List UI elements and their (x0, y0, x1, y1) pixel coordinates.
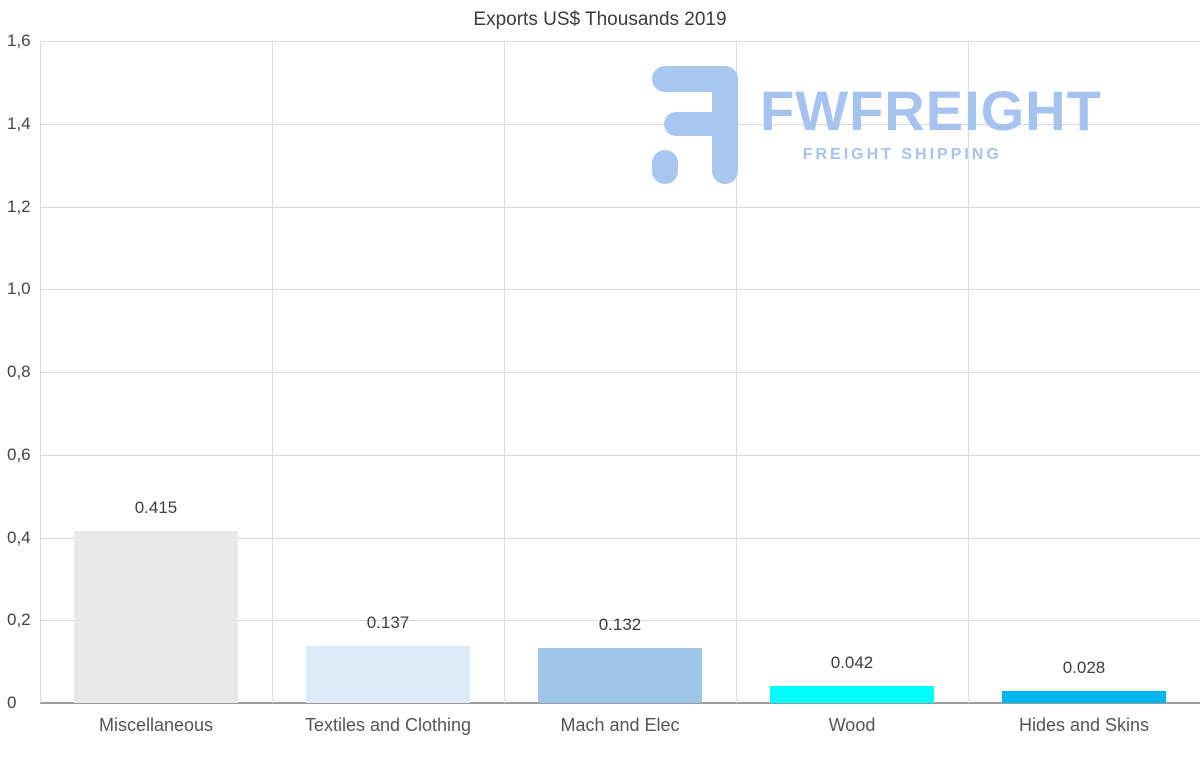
watermark-tagline: FREIGHT SHIPPING (802, 146, 1002, 163)
bar-mach-and-elec (538, 648, 702, 703)
gridline-vertical (504, 41, 505, 703)
watermark-text: FWFREIGHT FREIGHT SHIPPING (760, 66, 1102, 164)
gridline-vertical (968, 41, 969, 703)
bar-value-label: 0.028 (1062, 658, 1106, 678)
y-axis-tick-label: 0,2 (7, 610, 31, 630)
bar-value-label: 0.132 (598, 615, 642, 635)
watermark: FWFREIGHT FREIGHT SHIPPING (648, 66, 1102, 184)
gridline-vertical (272, 41, 273, 703)
y-axis-tick-label: 1,4 (7, 113, 31, 133)
chart-title: Exports US$ Thousands 2019 (473, 9, 727, 30)
y-axis-tick-label: 0,6 (7, 444, 31, 464)
x-axis-line (40, 702, 1200, 704)
bar-miscellaneous (74, 531, 238, 703)
gridline-horizontal (40, 289, 1200, 291)
bar-value-label: 0.137 (366, 613, 410, 633)
gridline-horizontal (40, 620, 1200, 622)
x-axis-label: Mach and Elec (560, 715, 680, 735)
gridline-horizontal (40, 123, 1200, 125)
bar-value-label: 0.042 (830, 652, 874, 672)
y-axis-tick-label: 1,2 (7, 196, 31, 216)
gridline-horizontal (40, 372, 1200, 373)
watermark-brand: FWFREIGHT (760, 79, 1102, 142)
gridline-horizontal (40, 454, 1200, 456)
x-axis-label: Wood (828, 715, 876, 735)
x-axis-label: Miscellaneous (98, 715, 214, 735)
y-axis-line (40, 41, 41, 703)
bar-value-label: 0.415 (134, 498, 178, 518)
y-axis-tick-label: 0 (7, 693, 17, 712)
bar-wood (770, 685, 934, 703)
y-axis-tick-label: 1,6 (7, 31, 31, 50)
x-axis-label: Hides and Skins (1018, 715, 1150, 735)
x-axis-label: Textiles and Clothing (304, 715, 472, 735)
y-axis-tick-label: 0,8 (7, 362, 31, 381)
gridline-horizontal (40, 41, 1200, 42)
gridline-horizontal (40, 206, 1200, 208)
gridline-horizontal (40, 537, 1200, 539)
fwfreight-logo-icon (652, 66, 738, 184)
gridline-vertical (736, 41, 737, 703)
y-axis-tick-label: 0,4 (7, 527, 31, 547)
bar-hides-and-skins (1002, 691, 1166, 703)
bar-textiles-and-clothing (306, 646, 470, 703)
y-axis-tick-label: 1,0 (7, 279, 31, 299)
